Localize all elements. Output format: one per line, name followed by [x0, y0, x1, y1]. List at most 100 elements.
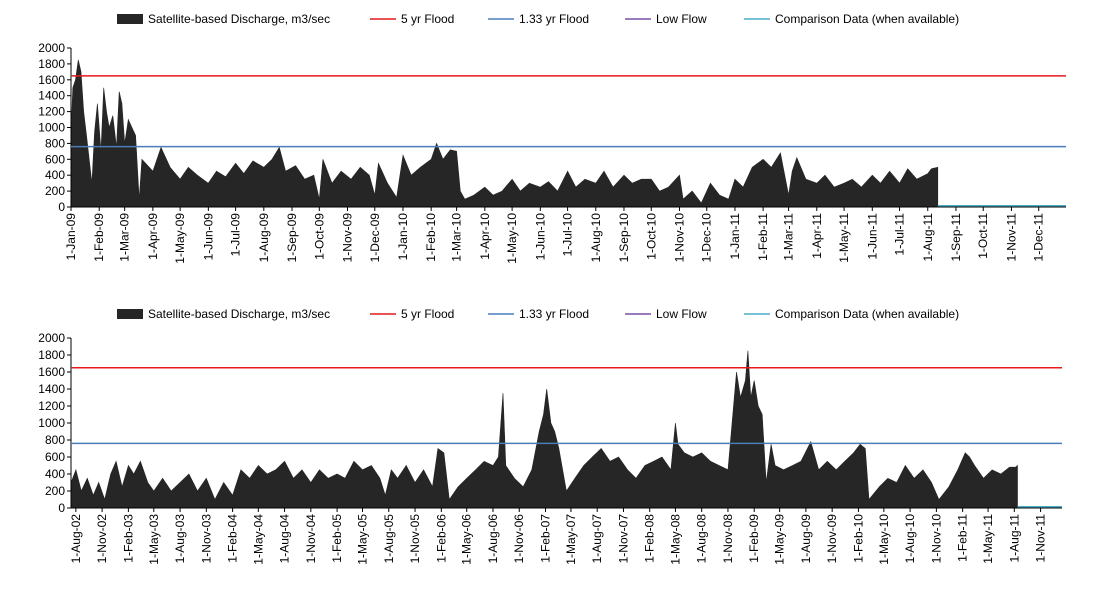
x-tick-label: 1-Feb-11 — [956, 514, 970, 562]
y-tick-label: 200 — [45, 184, 65, 198]
x-tick-label: 1-Dec-09 — [368, 213, 382, 263]
x-tick-label: 1-May-11 — [837, 213, 851, 263]
legend-label: 1.33 yr Flood — [519, 12, 589, 26]
x-tick-label: 1-Aug-09 — [257, 213, 271, 263]
legend-label: 5 yr Flood — [401, 12, 454, 26]
y-tick-label: 1200 — [38, 399, 65, 413]
x-tick-label: 1-Dec-11 — [1032, 213, 1046, 262]
x-tick-label: 1-Jul-09 — [229, 213, 243, 257]
x-tick-label: 1-Nov-02 — [95, 514, 109, 564]
legend-comparison-data: Comparison Data (when available) — [744, 12, 959, 26]
x-tick-label: 1-Oct-11 — [976, 213, 990, 259]
x-tick-label: 1-Dec-10 — [700, 213, 714, 263]
x-tick-label: 1-Aug-03 — [173, 514, 187, 564]
y-tick-label: 600 — [45, 152, 65, 166]
x-tick-label: 1-Nov-04 — [304, 514, 318, 564]
x-tick-label: 1-Aug-04 — [278, 514, 292, 564]
x-tick-label: 1-Aug-11 — [1007, 514, 1021, 563]
y-tick-label: 1400 — [38, 89, 65, 103]
chart-svg-bottom: Satellite-based Discharge, m3/sec 5 yr Fl… — [38, 307, 1062, 565]
x-tick-label: 1-Oct-09 — [312, 213, 326, 260]
x-tick-label: 1-Feb-11 — [756, 213, 770, 261]
y-tick-label: 600 — [45, 450, 65, 464]
y-tick-label: 1800 — [38, 57, 65, 71]
x-tick-label: 1-Jan-11 — [728, 213, 742, 260]
x-tick-label: 1-Mar-09 — [118, 213, 132, 262]
y-tick-label: 400 — [45, 168, 65, 182]
legend-label: Satellite-based Discharge, m3/sec — [148, 12, 330, 26]
y-tick-label: 1000 — [38, 416, 65, 430]
x-tick-label: 1-Apr-09 — [146, 213, 160, 260]
x-tick-label: 1-Aug-07 — [590, 514, 604, 564]
y-tick-label: 0 — [58, 200, 65, 214]
x-tick-label: 1-Nov-03 — [199, 514, 213, 564]
y-tick-label: 2000 — [38, 41, 65, 55]
legend-label: Comparison Data (when available) — [775, 12, 959, 26]
y-tick-label: 2000 — [38, 331, 65, 345]
x-tick-label: 1-Jun-09 — [201, 213, 215, 261]
legend-label: 5 yr Flood — [401, 307, 454, 321]
legend-low-flow: Low Flow — [625, 12, 707, 26]
x-tick-label: 1-Feb-09 — [747, 514, 761, 563]
x-tick-label: 1-Nov-10 — [929, 514, 943, 564]
x-tick-label: 1-Feb-05 — [330, 514, 344, 563]
x-tick-label: 1-Aug-06 — [486, 514, 500, 564]
x-tick-label: 1-Nov-05 — [408, 514, 422, 564]
x-tick-label: 1-Feb-03 — [121, 514, 135, 563]
legend-comparison-data: Comparison Data (when available) — [744, 307, 959, 321]
y-tick-label: 400 — [45, 467, 65, 481]
x-tick-label: 1-May-10 — [877, 514, 891, 565]
y-tick-label: 800 — [45, 136, 65, 150]
legend-label: Low Flow — [656, 12, 707, 26]
x-tick-label: 1-Jun-11 — [865, 213, 879, 260]
x-tick-label: 1-Jun-10 — [533, 213, 547, 261]
x-tick-label: 1-Nov-11 — [1004, 213, 1018, 262]
discharge-area-series — [70, 350, 1018, 509]
x-tick-label: 1-Nov-09 — [340, 213, 354, 263]
x-tick-label: 1-Nov-10 — [672, 213, 686, 263]
x-tick-label: 1-Apr-11 — [810, 213, 824, 259]
discharge-area-series — [70, 59, 939, 208]
x-tick-label: 1-Feb-10 — [424, 213, 438, 262]
x-tick-label: 1-Aug-08 — [695, 514, 709, 564]
legend-1-33yr-flood: 1.33 yr Flood — [488, 12, 589, 26]
x-tick-label: 1-May-11 — [981, 514, 995, 564]
x-tick-label: 1-Feb-09 — [92, 213, 106, 262]
x-tick-label: 1-Jul-10 — [561, 213, 575, 257]
x-tick-label: 1-Oct-10 — [644, 213, 658, 260]
y-tick-label: 1800 — [38, 348, 65, 362]
x-tick-label: 1-Jul-11 — [893, 213, 907, 256]
x-tick-label: 1-Feb-04 — [226, 514, 240, 563]
y-tick-label: 200 — [45, 484, 65, 498]
x-tick-label: 1-Sep-11 — [949, 213, 963, 262]
x-tick-label: 1-May-09 — [173, 213, 187, 264]
x-tick-label: 1-Aug-11 — [921, 213, 935, 262]
y-tick-label: 1000 — [38, 121, 65, 135]
legend-5yr-flood: 5 yr Flood — [370, 12, 454, 26]
x-tick-label: 1-May-08 — [668, 514, 682, 565]
x-tick-label: 1-Apr-10 — [478, 213, 492, 260]
legend-low-flow: Low Flow — [625, 307, 707, 321]
discharge-chart-2002-2011: Satellite-based Discharge, m3/sec 5 yr Fl… — [0, 300, 1094, 608]
x-tick-label: 1-May-10 — [505, 213, 519, 264]
legend-label: 1.33 yr Flood — [519, 307, 589, 321]
x-tick-label: 1-Feb-10 — [851, 514, 865, 563]
y-tick-label: 0 — [58, 501, 65, 515]
legend-discharge: Satellite-based Discharge, m3/sec — [117, 12, 330, 26]
x-tick-label: 1-May-06 — [460, 514, 474, 565]
x-tick-label: 1-Nov-09 — [825, 514, 839, 564]
y-tick-label: 800 — [45, 433, 65, 447]
y-tick-label: 1400 — [38, 382, 65, 396]
legend-label: Comparison Data (when available) — [775, 307, 959, 321]
x-tick-label: 1-Aug-05 — [382, 514, 396, 564]
x-tick-label: 1-Nov-11 — [1034, 514, 1048, 563]
x-tick-label: 1-Feb-06 — [434, 514, 448, 563]
x-tick-label: 1-Nov-07 — [616, 514, 630, 564]
x-tick-label: 1-Sep-10 — [617, 213, 631, 263]
x-tick-label: 1-Aug-10 — [903, 514, 917, 564]
legend-label: Satellite-based Discharge, m3/sec — [148, 307, 330, 321]
y-tick-label: 1600 — [38, 365, 65, 379]
x-tick-label: 1-May-03 — [147, 514, 161, 565]
legend-1-33yr-flood: 1.33 yr Flood — [488, 307, 589, 321]
x-tick-label: 1-Feb-07 — [539, 514, 553, 563]
